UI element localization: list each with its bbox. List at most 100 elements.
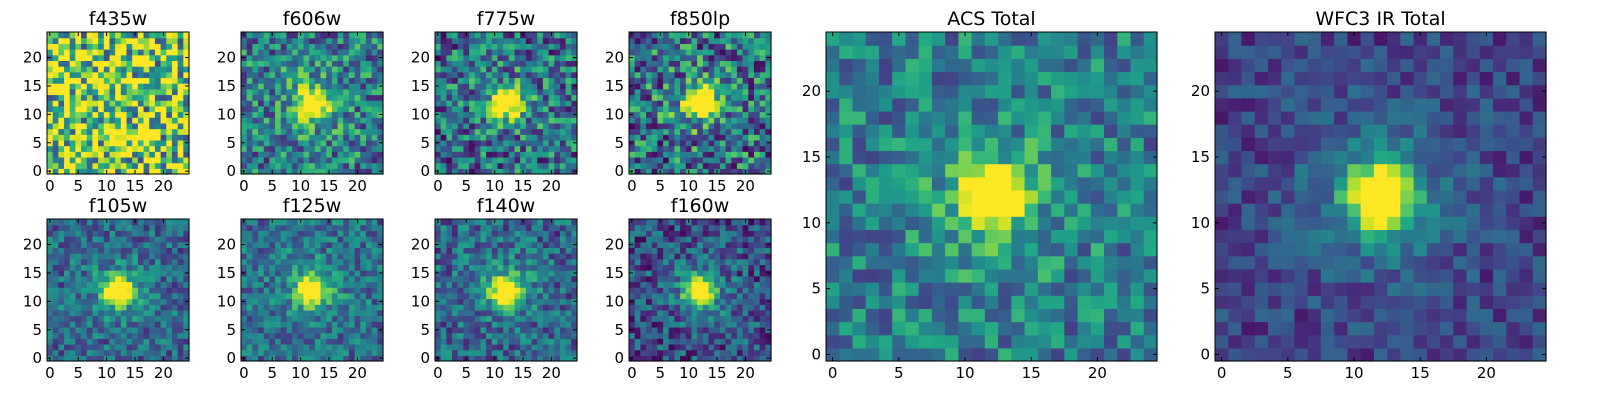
heatmap-cell <box>736 37 744 44</box>
heatmap-cell <box>98 281 105 288</box>
heatmap-cell <box>309 332 316 339</box>
heatmap-cell <box>103 88 111 96</box>
heatmap-cell <box>269 49 276 56</box>
heatmap-cell <box>337 105 344 113</box>
heatmap-cell <box>115 230 122 237</box>
heatmap-cell <box>446 66 453 73</box>
heatmap-cell <box>731 168 738 175</box>
heatmap-cell <box>132 88 139 96</box>
heatmap-cell <box>109 247 116 254</box>
heatmap-cell <box>303 349 310 356</box>
heatmap-cell <box>354 77 361 84</box>
heatmap-cell <box>331 145 339 152</box>
heatmap-cell <box>537 224 544 231</box>
heatmap-cell <box>525 134 533 141</box>
heatmap-cell <box>646 54 653 61</box>
heatmap-cell <box>92 292 99 300</box>
heatmap-cell <box>360 287 367 294</box>
heatmap-cell <box>292 287 299 294</box>
heatmap-cell <box>126 236 133 243</box>
heatmap-cell <box>491 287 499 294</box>
heatmap-cell <box>166 134 173 141</box>
heatmap-cell <box>120 292 128 300</box>
heatmap-cell <box>486 168 493 175</box>
heatmap-cell <box>86 83 94 90</box>
heatmap-cell <box>571 71 578 79</box>
heatmap-cell <box>691 281 698 288</box>
heatmap-cell <box>486 94 493 101</box>
heatmap-cell <box>326 83 333 90</box>
heatmap-cell <box>160 338 167 345</box>
heatmap-cell <box>548 105 555 113</box>
heatmap-cell <box>759 275 766 283</box>
heatmap-cell <box>765 105 772 113</box>
heatmap-cell <box>708 298 715 305</box>
heatmap-cell <box>69 258 76 266</box>
heatmap-cell <box>503 105 510 113</box>
heatmap-cell <box>486 37 493 44</box>
heatmap-cell <box>446 349 453 356</box>
heatmap-cell <box>69 270 76 277</box>
heatmap-cell <box>365 83 373 90</box>
heatmap-cell <box>58 100 65 107</box>
heatmap-cell <box>377 349 384 356</box>
heatmap-cell <box>377 134 384 141</box>
heatmap-cell <box>303 88 310 96</box>
heatmap-cell <box>154 275 162 283</box>
heatmap-cell <box>354 298 361 305</box>
heatmap-cell <box>69 236 76 243</box>
heatmap-cell <box>719 304 727 311</box>
heatmap-cell <box>559 219 567 226</box>
heatmap-cell <box>303 117 310 124</box>
heatmap-cell <box>337 88 344 96</box>
heatmap-cell <box>742 162 749 169</box>
heatmap-cell <box>685 122 693 130</box>
heatmap-cell <box>258 117 265 124</box>
heatmap-cell <box>126 309 133 317</box>
heatmap-cell <box>52 287 59 294</box>
heatmap-cell <box>166 321 173 328</box>
heatmap-cell <box>491 315 499 322</box>
heatmap-cell <box>297 77 305 84</box>
heatmap-cell <box>440 122 447 130</box>
heatmap-cell <box>565 139 572 147</box>
heatmap-cell <box>286 32 293 39</box>
heatmap-cell <box>360 343 367 351</box>
heatmap-cell <box>52 275 59 283</box>
heatmap-cell <box>126 264 133 271</box>
heatmap-cell <box>314 105 322 113</box>
heatmap-cell <box>559 292 567 300</box>
heatmap-cell <box>303 253 310 260</box>
heatmap-cell <box>360 270 367 277</box>
heatmap-cell <box>120 264 128 271</box>
heatmap-cell <box>685 145 693 152</box>
heatmap-cell <box>634 32 641 39</box>
heatmap-cell <box>58 37 65 44</box>
heatmap-cell <box>646 88 653 96</box>
heatmap-cell <box>697 309 704 317</box>
heatmap-cell <box>469 219 476 226</box>
heatmap-cell <box>166 236 173 243</box>
heatmap-cell <box>469 111 476 118</box>
heatmap-cell <box>657 37 664 44</box>
heatmap-cell <box>469 281 476 288</box>
heatmap-cell <box>354 281 361 288</box>
heatmap-cell <box>320 54 327 61</box>
heatmap-cell <box>132 122 139 130</box>
heatmap-cell <box>258 54 265 61</box>
heatmap-cell <box>765 134 772 141</box>
heatmap-cell <box>480 281 487 288</box>
heatmap-cell <box>663 281 670 288</box>
heatmap-cell <box>109 343 116 351</box>
heatmap-cell <box>565 264 572 271</box>
heatmap-cell <box>183 100 190 107</box>
heatmap-cell <box>748 343 755 351</box>
heatmap-cell <box>343 270 350 277</box>
heatmap-cell <box>514 128 521 135</box>
heatmap-cell <box>457 264 464 271</box>
heatmap-cell <box>320 338 327 345</box>
heatmap-cell <box>714 332 721 339</box>
heatmap-cell <box>47 315 54 322</box>
heatmap-cell <box>64 355 71 362</box>
heatmap-cell <box>109 94 116 101</box>
